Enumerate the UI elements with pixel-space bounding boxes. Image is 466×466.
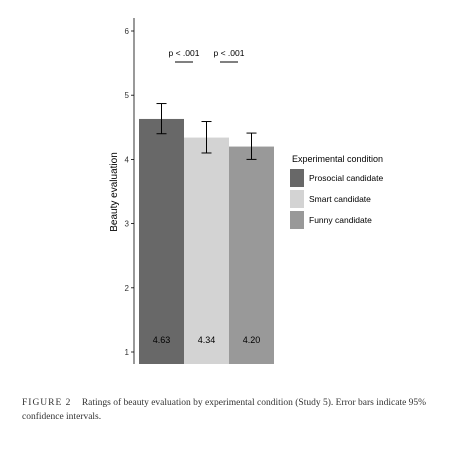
significance-annotations: p < .001 p < .001 bbox=[169, 48, 245, 63]
figure-label: FIGURE 2 bbox=[22, 398, 72, 408]
plot-area: 4.63 4.34 4.20 bbox=[139, 103, 274, 364]
y-tick-label: 6 bbox=[125, 27, 130, 36]
legend-swatch bbox=[290, 169, 304, 187]
legend-title: Experimental condition bbox=[292, 154, 383, 164]
significance-label: p < .001 bbox=[214, 48, 245, 58]
legend: Experimental condition Prosocial candida… bbox=[290, 154, 383, 229]
bar-1 bbox=[139, 118, 184, 364]
y-axis-ticks: 1 2 3 4 5 6 bbox=[125, 27, 134, 357]
y-tick-label: 2 bbox=[125, 284, 130, 293]
legend-swatch bbox=[290, 211, 304, 229]
bar-value-label: 4.34 bbox=[198, 335, 216, 345]
legend-entry: Smart candidate bbox=[309, 194, 371, 204]
bar-3 bbox=[229, 146, 274, 364]
bar-value-label: 4.20 bbox=[243, 335, 261, 345]
bar-2 bbox=[184, 137, 229, 364]
bar-value-label: 4.63 bbox=[153, 335, 171, 345]
caption-text: Ratings of beauty evaluation by experime… bbox=[22, 398, 427, 422]
legend-swatch bbox=[290, 190, 304, 208]
y-tick-label: 4 bbox=[125, 155, 130, 164]
figure-caption: FIGURE 2 Ratings of beauty evaluation by… bbox=[22, 396, 450, 424]
significance-label: p < .001 bbox=[169, 48, 200, 58]
y-axis-label: Beauty evaluation bbox=[109, 152, 120, 232]
y-tick-label: 3 bbox=[125, 220, 130, 229]
y-tick-label: 1 bbox=[125, 348, 130, 357]
legend-entry: Prosocial candidate bbox=[309, 173, 383, 183]
y-tick-label: 5 bbox=[125, 91, 130, 100]
legend-entry: Funny candidate bbox=[309, 215, 372, 225]
